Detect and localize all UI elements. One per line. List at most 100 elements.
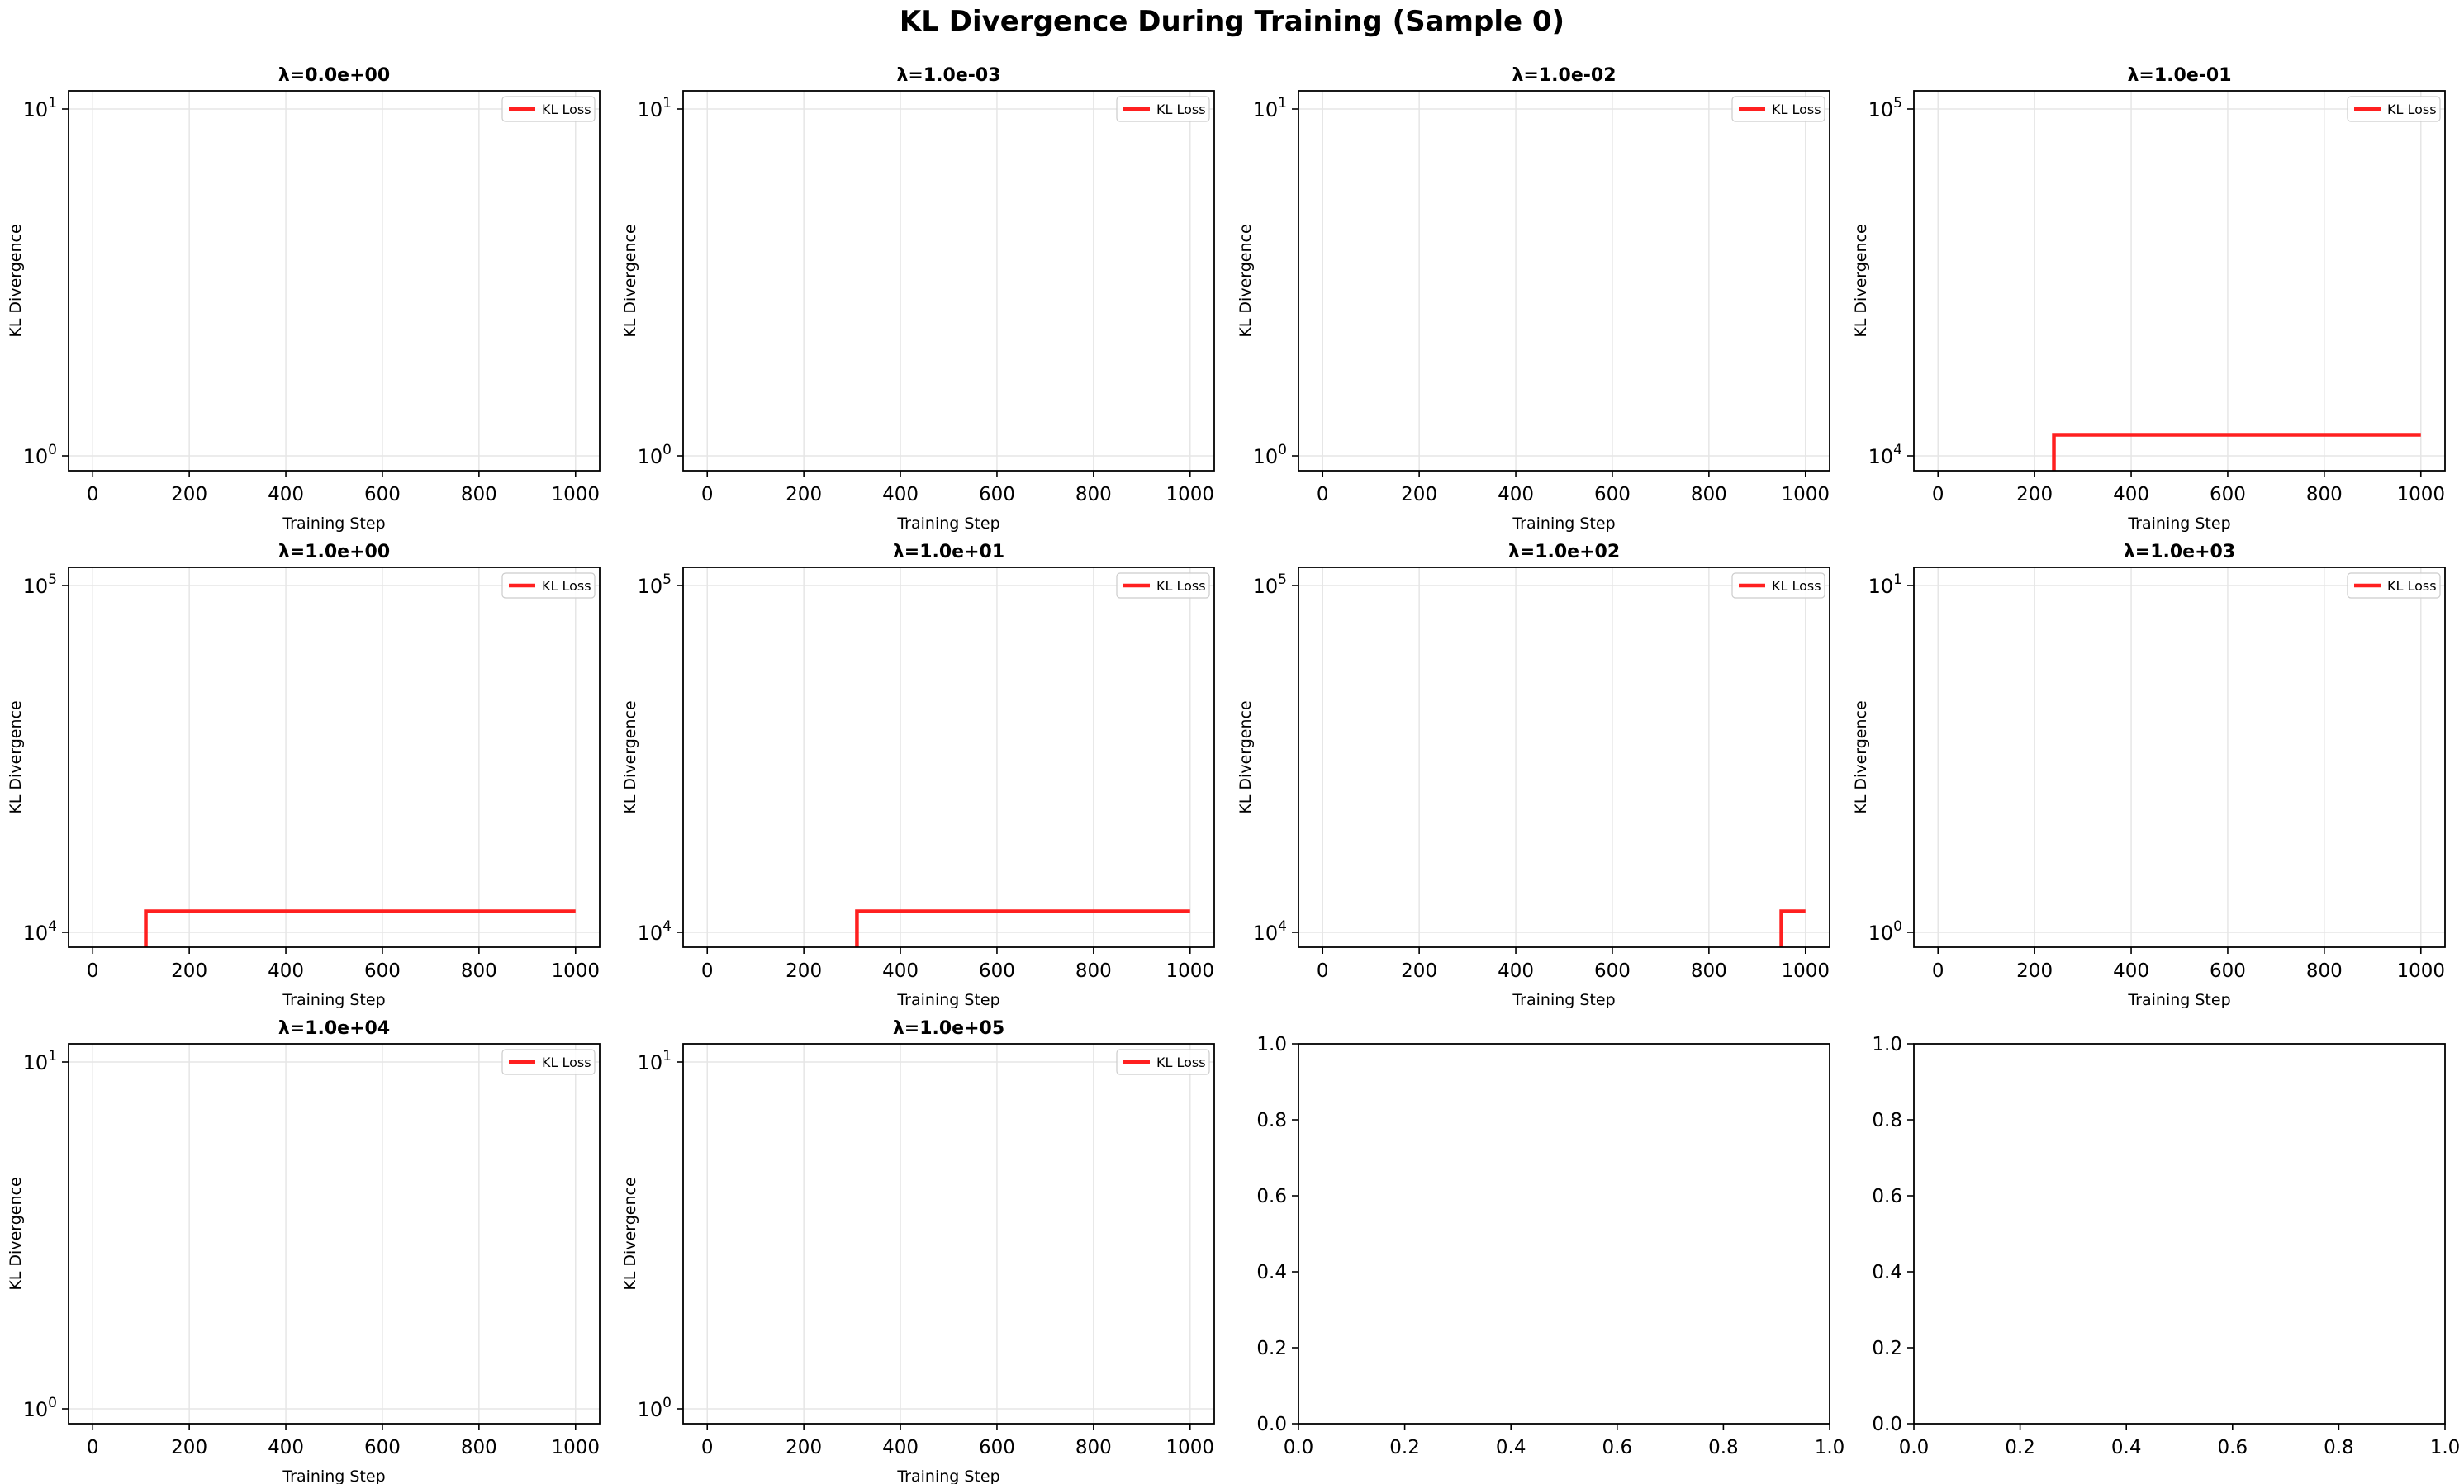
y-tick-label: 105 — [1253, 571, 1287, 598]
y-tick-label: 105 — [23, 571, 57, 598]
subplot-9: 101 100 λ=1.0e+04 Training Step KL Divergenc… — [7, 1018, 601, 1484]
legend-box — [1116, 96, 1210, 122]
y-tick-label: 0.0 — [1872, 1414, 1902, 1435]
legend-label: KL Loss — [2387, 578, 2437, 594]
axes-frame — [1913, 567, 2446, 948]
y-tick-label: 100 — [1253, 442, 1287, 468]
axes-frame — [1298, 567, 1830, 948]
legend-label: KL Loss — [1772, 578, 1821, 594]
y-tick-label: 0.4 — [1256, 1262, 1287, 1283]
axes-frame — [1913, 90, 2446, 472]
subplot-title: λ=0.0e+00 — [278, 65, 390, 86]
x-tick-label: 800 — [461, 1437, 497, 1458]
x-tick-label: 400 — [268, 484, 304, 505]
y-tick-label: 104 — [23, 918, 57, 945]
x-tick-label: 0 — [1317, 960, 1329, 982]
subplot-11: 0.0 0.2 0.4 0.6 0.8 1.0 0.0 0.2 0.4 0.6 0.8 1.0 — [1256, 1034, 1844, 1458]
x-tick-label: 1000 — [551, 484, 600, 505]
series-line-kl-loss — [1779, 909, 1806, 947]
y-tick-label: 101 — [638, 1048, 672, 1074]
y-tick-label: 101 — [23, 1048, 57, 1074]
x-tick-label: 0.0 — [1284, 1437, 1314, 1458]
series-line-kl-loss — [2052, 433, 2421, 471]
x-tick-label: 0 — [1932, 484, 1944, 505]
y-axis-label: KL Divergence — [1237, 700, 1255, 813]
x-tick-label: 600 — [1594, 960, 1631, 982]
x-tick-label: 0.8 — [1708, 1437, 1739, 1458]
y-axis-label: KL Divergence — [7, 700, 25, 813]
subplot-title: λ=1.0e+04 — [278, 1018, 390, 1039]
subplot-6: 105 104 λ=1.0e+01 Training Step KL Divergenc… — [621, 542, 1215, 1009]
y-tick-label: 101 — [1868, 571, 1902, 598]
subplot-8: 101 100 λ=1.0e+03 Training Step KL Divergenc… — [1852, 542, 2446, 1009]
x-tick-label: 1000 — [2396, 484, 2445, 505]
y-tick-label: 0.6 — [1256, 1186, 1287, 1207]
x-tick-label: 0 — [701, 484, 714, 505]
y-tick-label: 0.2 — [1256, 1338, 1287, 1359]
legend-box — [1116, 572, 1210, 599]
x-tick-label: 200 — [171, 1437, 207, 1458]
x-tick-label: 800 — [1691, 484, 1727, 505]
x-tick-label: 600 — [2210, 484, 2246, 505]
y-tick-label: 101 — [23, 95, 57, 121]
x-tick-label: 0 — [87, 960, 99, 982]
x-axis-label: Training Step — [2127, 991, 2230, 1009]
x-tick-label: 1000 — [1166, 960, 1214, 982]
legend-label: KL Loss — [2387, 102, 2437, 117]
legend-label: KL Loss — [1156, 578, 1206, 594]
y-tick-label: 0.4 — [1872, 1262, 1902, 1283]
x-tick-label: 0.0 — [1899, 1437, 1930, 1458]
x-tick-label: 200 — [171, 484, 207, 505]
y-tick-label: 100 — [23, 442, 57, 468]
legend-label: KL Loss — [542, 1055, 591, 1070]
x-axis-label: Training Step — [896, 514, 999, 533]
x-tick-label: 200 — [786, 960, 822, 982]
x-tick-label: 1000 — [1166, 1437, 1214, 1458]
x-tick-label: 0.2 — [2005, 1437, 2035, 1458]
subplot-2: 101 100 λ=1.0e-03 Training Step KL Divergenc… — [621, 65, 1215, 533]
x-tick-label: 0.6 — [1602, 1437, 1633, 1458]
subplot-title: λ=1.0e+01 — [893, 542, 1004, 562]
x-tick-label: 1000 — [1166, 484, 1214, 505]
x-tick-label: 1000 — [551, 960, 600, 982]
x-tick-label: 600 — [979, 960, 1015, 982]
x-axis-label: Training Step — [896, 991, 999, 1009]
x-tick-label: 400 — [268, 960, 304, 982]
x-tick-label: 0 — [87, 484, 99, 505]
x-tick-label: 0 — [701, 1437, 714, 1458]
x-tick-label: 600 — [979, 484, 1015, 505]
x-tick-label: 800 — [1075, 1437, 1112, 1458]
x-tick-label: 800 — [1075, 960, 1112, 982]
legend-label: KL Loss — [1772, 102, 1821, 117]
x-tick-label: 800 — [461, 484, 497, 505]
legend-label: KL Loss — [542, 578, 591, 594]
y-tick-label: 100 — [638, 1395, 672, 1421]
subplot-title: λ=1.0e-03 — [897, 65, 1001, 86]
subplot-7: 105 104 λ=1.0e+02 Training Step KL Divergenc… — [1237, 542, 1830, 1009]
y-tick-label: 100 — [638, 442, 672, 468]
y-axis-label: KL Divergence — [1852, 224, 1870, 337]
y-tick-label: 104 — [1868, 442, 1902, 468]
x-tick-label: 200 — [1401, 960, 1437, 982]
axes-frame — [682, 567, 1215, 948]
x-tick-label: 800 — [2306, 484, 2343, 505]
y-axis-label: KL Divergence — [7, 1177, 25, 1290]
subplot-10: 101 100 λ=1.0e+05 Training Step KL Divergenc… — [621, 1018, 1215, 1484]
figure-title: KL Divergence During Training (Sample 0) — [899, 5, 1565, 38]
x-tick-label: 0.2 — [1389, 1437, 1420, 1458]
legend-box — [501, 1049, 596, 1075]
x-tick-label: 400 — [1498, 484, 1534, 505]
x-tick-label: 200 — [786, 484, 822, 505]
subplot-3: 101 100 λ=1.0e-02 Training Step KL Divergenc… — [1237, 65, 1830, 533]
x-tick-label: 400 — [2113, 960, 2149, 982]
x-tick-label: 200 — [2016, 484, 2053, 505]
legend-box — [501, 96, 596, 122]
y-tick-label: 101 — [638, 95, 672, 121]
axes-frame — [68, 1043, 601, 1425]
x-tick-label: 400 — [882, 960, 919, 982]
subplot-title: λ=1.0e-02 — [1512, 65, 1617, 86]
axes-frame — [1298, 90, 1830, 472]
subplot-12: 0.0 0.2 0.4 0.6 0.8 1.0 0.0 0.2 0.4 0.6 0.8 1.0 — [1872, 1034, 2460, 1458]
axes-frame — [682, 1043, 1215, 1425]
y-axis-label: KL Divergence — [7, 224, 25, 337]
